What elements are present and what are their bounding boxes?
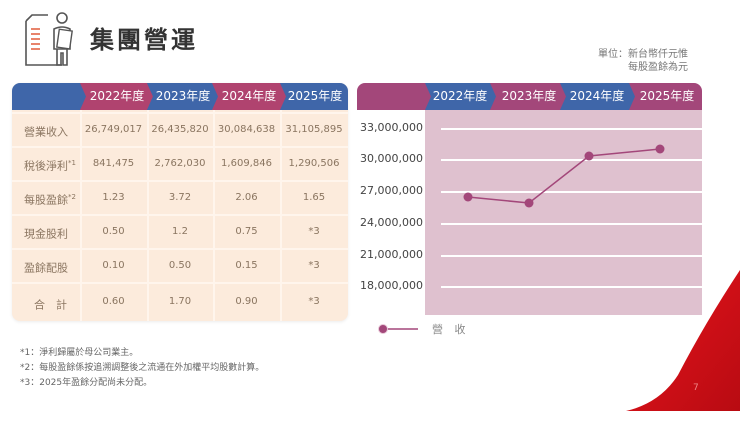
cell: 1.2 <box>172 226 188 237</box>
table-row-total: 合 計 0.60 1.70 0.90 *3 <box>12 282 348 321</box>
legend-marker-icon <box>378 324 418 334</box>
table-row-cash-dividend: 現金股利 0.50 1.2 0.75 *3 <box>12 214 348 247</box>
cell: 31,105,895 <box>285 124 343 135</box>
row-label: 合 計 <box>34 298 67 312</box>
col-2023: 2023年度 <box>155 89 211 103</box>
chart-col-2023: 2023年度 <box>501 89 557 103</box>
legend-label: 營 收 <box>432 323 470 336</box>
cell: 2,762,030 <box>154 158 206 169</box>
cell: 26,435,820 <box>151 124 209 135</box>
cell: 26,749,017 <box>84 124 143 135</box>
cell: 1,290,506 <box>288 158 340 169</box>
cell: 2.06 <box>235 192 258 203</box>
table-row-eps: 每股盈餘*2 1.23 3.72 2.06 1.65 <box>12 180 348 213</box>
row-label: 每股盈餘*2 <box>24 193 76 207</box>
cell: 0.15 <box>235 260 258 271</box>
cell: 30,084,638 <box>217 124 276 135</box>
cell: 0.10 <box>102 260 125 271</box>
col-2025: 2025年度 <box>287 89 343 103</box>
financial-table: 2022年度 2023年度 2024年度 2025年度 營業收入 26,749,… <box>12 83 348 321</box>
row-label: 盈餘配股 <box>24 261 68 275</box>
chart-col-2022: 2022年度 <box>432 89 488 103</box>
cell: 0.50 <box>168 260 192 271</box>
red-corner-decoration <box>626 270 740 411</box>
footnote-2: *2：每股盈餘係按追溯調整後之流通在外加權平均股數計算。 <box>20 363 265 373</box>
unit-line-2: 每股盈餘為元 <box>628 62 688 73</box>
col-2022: 2022年度 <box>89 89 145 103</box>
y-tick: 30,000,000 <box>360 152 423 165</box>
chart-col-2024: 2024年度 <box>569 89 625 103</box>
table-row-net-income: 稅後淨利*1 841,475 2,762,030 1,609,846 1,290… <box>12 146 348 179</box>
cell: 1.65 <box>302 192 326 203</box>
table-row-stock-dividend: 盈餘配股 0.10 0.50 0.15 *3 <box>12 248 348 281</box>
document-person-icon <box>25 12 73 66</box>
table-header: 2022年度 2023年度 2024年度 2025年度 <box>12 83 348 110</box>
footnote-3: *3：2025年盈餘分配尚未分配。 <box>20 378 153 388</box>
line-plot <box>441 128 702 288</box>
col-2024: 2024年度 <box>221 89 277 103</box>
chart-header-arrows <box>425 83 635 110</box>
header-arrows <box>80 83 286 110</box>
cell: *3 <box>308 260 320 271</box>
cell: 1.23 <box>102 192 125 203</box>
y-tick: 24,000,000 <box>360 216 423 229</box>
footnote-1: *1：淨利歸屬於母公司業主。 <box>20 348 139 358</box>
footnotes: *1：淨利歸屬於母公司業主。 *2：每股盈餘係按追溯調整後之流通在外加權平均股數… <box>20 346 264 391</box>
cell: 0.60 <box>102 296 125 307</box>
cell: 841,475 <box>92 158 135 169</box>
unit-line-1: 單位：新台幣仟元惟 <box>598 49 688 60</box>
row-label: 營業收入 <box>24 125 68 139</box>
table-row-revenue: 營業收入 26,749,017 26,435,820 30,084,638 31… <box>12 112 348 145</box>
row-label: 稅後淨利*1 <box>24 159 76 173</box>
unit-note: 單位：新台幣仟元惟 每股盈餘為元 <box>598 48 688 74</box>
y-tick: 21,000,000 <box>360 248 423 261</box>
cell: *3 <box>308 296 320 307</box>
cell: 3.72 <box>168 192 192 203</box>
page-number: 7 <box>693 383 699 393</box>
plot-area <box>425 110 702 315</box>
y-tick: 33,000,000 <box>360 121 423 134</box>
y-tick: 27,000,000 <box>360 184 423 197</box>
cell: 1,609,846 <box>221 158 272 169</box>
chart-header: 2022年度 2023年度 2024年度 2025年度 <box>357 83 702 110</box>
cell: 0.90 <box>235 296 258 307</box>
cell: 0.75 <box>235 226 258 237</box>
revenue-chart: 2022年度 2023年度 2024年度 2025年度 33,000,000 3… <box>357 83 702 315</box>
chart-col-2025: 2025年度 <box>639 89 695 103</box>
y-tick: 18,000,000 <box>360 279 423 292</box>
cell: *3 <box>308 226 320 237</box>
cell: 1.70 <box>168 296 192 307</box>
row-label: 現金股利 <box>24 227 68 241</box>
page-title: 集團營運 <box>90 26 198 54</box>
cell: 0.50 <box>102 226 125 237</box>
